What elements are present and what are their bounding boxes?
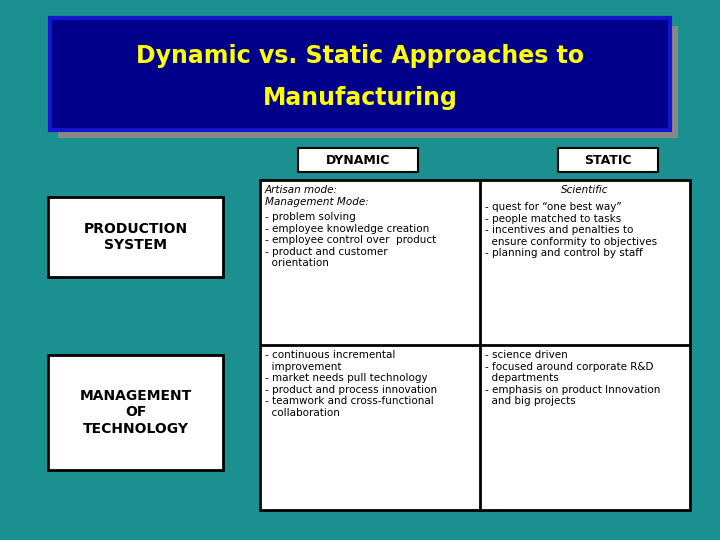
Text: STATIC: STATIC bbox=[584, 153, 631, 166]
Text: DYNAMIC: DYNAMIC bbox=[326, 153, 390, 166]
Text: Dynamic vs. Static Approaches to: Dynamic vs. Static Approaches to bbox=[136, 44, 584, 68]
Text: Scientific: Scientific bbox=[562, 185, 608, 195]
FancyBboxPatch shape bbox=[48, 355, 223, 470]
Text: - problem solving
- employee knowledge creation
- employee control over  product: - problem solving - employee knowledge c… bbox=[265, 212, 436, 268]
FancyBboxPatch shape bbox=[298, 148, 418, 172]
Text: PRODUCTION
SYSTEM: PRODUCTION SYSTEM bbox=[84, 222, 188, 252]
Text: Manufacturing: Manufacturing bbox=[263, 86, 457, 110]
FancyBboxPatch shape bbox=[50, 18, 670, 130]
FancyBboxPatch shape bbox=[260, 180, 690, 510]
FancyBboxPatch shape bbox=[58, 26, 678, 138]
Text: MANAGEMENT
OF
TECHNOLOGY: MANAGEMENT OF TECHNOLOGY bbox=[79, 389, 192, 436]
FancyBboxPatch shape bbox=[48, 197, 223, 277]
Text: - quest for “one best way”
- people matched to tasks
- incentives and penalties : - quest for “one best way” - people matc… bbox=[485, 202, 657, 259]
Text: - continuous incremental
  improvement
- market needs pull technology
- product : - continuous incremental improvement - m… bbox=[265, 350, 437, 418]
Text: - science driven
- focused around corporate R&D
  departments
- emphasis on prod: - science driven - focused around corpor… bbox=[485, 350, 660, 407]
FancyBboxPatch shape bbox=[558, 148, 658, 172]
Text: Artisan mode:
Management Mode:: Artisan mode: Management Mode: bbox=[265, 185, 369, 207]
